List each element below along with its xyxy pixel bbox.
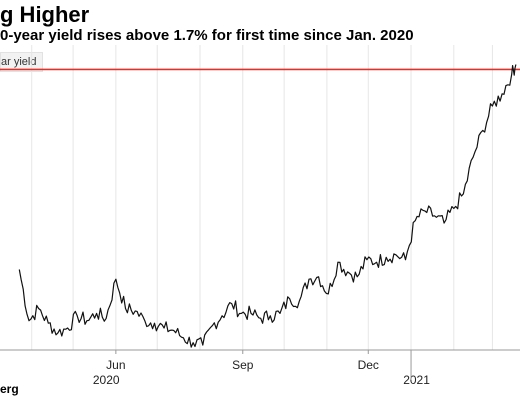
x-year-label: 2021 [403, 373, 430, 387]
x-tick-label: Jun [106, 358, 125, 372]
source-note: erg [0, 382, 19, 396]
chart-subtitle: 0-year yield rises above 1.7% for first … [0, 27, 414, 44]
gridlines [31, 45, 493, 350]
x-tick-label: Sep [232, 358, 254, 372]
legend: ar yield [0, 52, 44, 72]
legend-label: ar yield [1, 56, 37, 68]
chart-title: g Higher [0, 2, 90, 27]
x-year-label: 2020 [93, 373, 120, 387]
x-tick-label: Dec [358, 358, 379, 372]
series-line [18, 64, 517, 348]
x-axis-ticks: Jun Sep Dec 2020 2021 [93, 350, 430, 387]
